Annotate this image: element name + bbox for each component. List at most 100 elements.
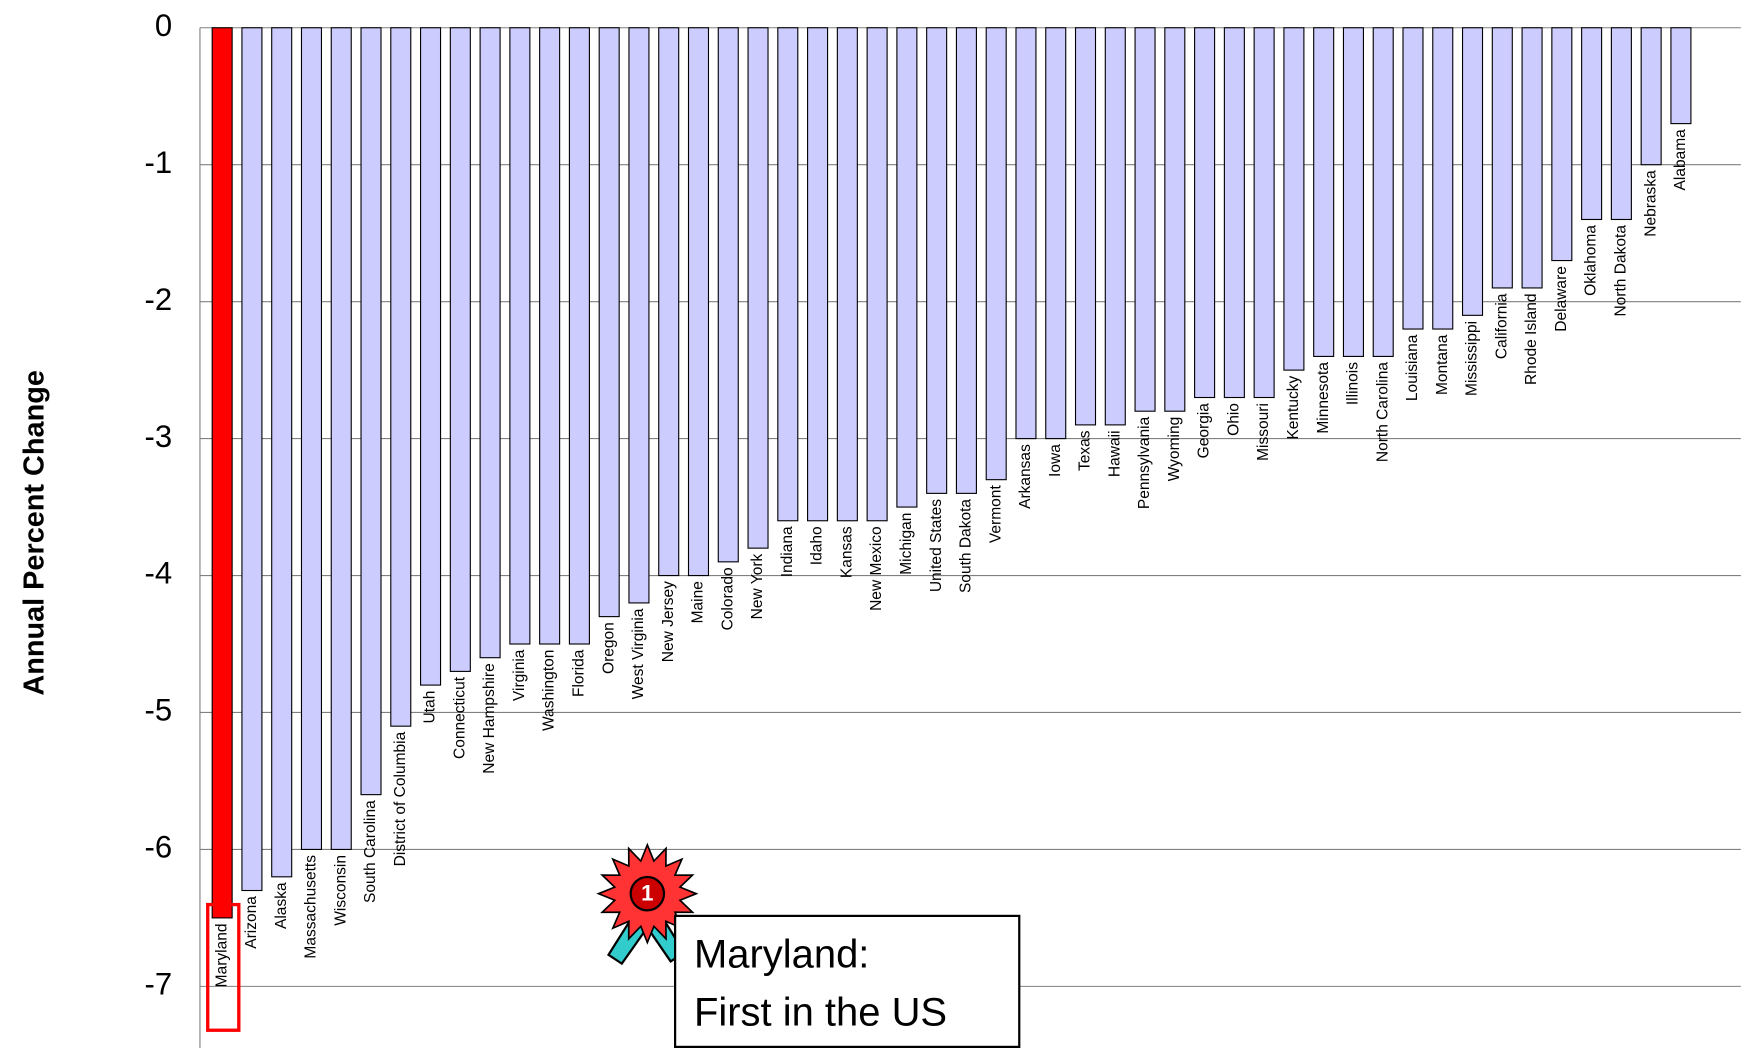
bar	[598, 27, 620, 618]
highlight-box	[206, 902, 241, 1032]
x-tick-label: Illinois	[1345, 362, 1362, 405]
y-tick-label: -2	[145, 282, 173, 317]
bar	[1342, 27, 1364, 357]
bar	[985, 27, 1007, 481]
x-tick-label: Nebraska	[1642, 170, 1659, 237]
x-tick-label: Oklahoma	[1583, 225, 1600, 296]
x-tick-label: Texas	[1077, 430, 1094, 471]
y-tick-label: -5	[145, 693, 173, 728]
bar	[1283, 27, 1305, 371]
bar	[1432, 27, 1454, 330]
bar	[1372, 27, 1394, 357]
x-tick-label: North Carolina	[1374, 362, 1391, 462]
x-tick-label: Kentucky	[1285, 375, 1302, 439]
bar	[241, 27, 263, 892]
bar	[1670, 27, 1692, 125]
plot: 0 -1 -2 -3 -4 -5 -6 -7 Maryland Arizona Alaska Mass…	[145, 8, 1741, 1048]
x-tick-label: Montana	[1434, 334, 1451, 395]
bar	[300, 27, 323, 850]
x-tick-label: New Hampshire	[481, 663, 498, 773]
x-tick-label: Colorado	[719, 567, 736, 630]
bar	[658, 27, 680, 577]
x-tick-label: Michigan	[898, 513, 915, 575]
x-tick-label: Georgia	[1196, 403, 1213, 459]
bar	[330, 27, 352, 850]
bar	[420, 27, 442, 686]
x-tick-label: Oregon	[600, 622, 617, 674]
x-tick-label: Idaho	[809, 526, 826, 565]
bar	[955, 27, 977, 494]
y-tick-label: -7	[145, 967, 173, 1002]
x-tick-label: Utah	[422, 691, 439, 724]
bar	[1581, 27, 1603, 221]
bar	[747, 27, 769, 549]
x-tick-label: Arkansas	[1017, 444, 1034, 509]
x-tick-label: Missouri	[1255, 403, 1272, 461]
annotation-line: First in the US	[694, 990, 947, 1034]
x-tick-label: Wyoming	[1166, 417, 1183, 482]
bar	[271, 27, 293, 878]
x-tick-label: California	[1493, 293, 1510, 359]
bar	[1491, 27, 1513, 289]
bar	[1521, 27, 1543, 289]
bar	[807, 27, 829, 522]
bar	[1045, 27, 1067, 440]
x-tick-label: Arizona	[243, 896, 260, 949]
x-tick-label: New Jersey	[660, 581, 677, 662]
x-tick-label: West Virginia	[630, 608, 647, 699]
bar	[479, 27, 501, 659]
y-tick-label: -3	[145, 419, 173, 454]
bar	[1223, 27, 1245, 399]
x-tick-label: District of Columbia	[392, 731, 409, 866]
bar	[568, 27, 590, 645]
x-tick-label: Maryland	[213, 923, 230, 987]
x-tick-label: South Dakota	[958, 499, 975, 593]
x-tick-label: North Dakota	[1612, 225, 1629, 317]
badge-number: 1	[641, 881, 653, 906]
bar	[360, 27, 382, 796]
x-tick-label: Florida	[571, 649, 588, 697]
y-tick-label: -1	[145, 145, 173, 180]
x-tick-label: Vermont	[987, 485, 1004, 544]
bar	[1074, 27, 1097, 426]
x-tick-label: Massachusetts	[303, 855, 320, 959]
y-tick-label: 0	[155, 8, 172, 43]
bar	[1551, 27, 1573, 262]
x-tick-label: Maine	[690, 581, 707, 623]
bar	[866, 27, 888, 522]
x-tick-label: United States	[928, 499, 945, 592]
bar	[717, 27, 739, 563]
x-tick-label: Louisiana	[1404, 334, 1421, 401]
bar	[896, 27, 918, 508]
x-tick-label: New York	[749, 553, 766, 619]
bar	[449, 27, 471, 672]
bar	[1253, 27, 1275, 399]
bar	[836, 27, 858, 522]
x-tick-label: Wisconsin	[332, 855, 349, 926]
y-tick-label: -6	[145, 830, 173, 865]
y-axis-label: Annual Percent Change	[18, 370, 50, 696]
bar	[1104, 27, 1126, 426]
bar	[1461, 27, 1484, 316]
x-tick-label: Mississippi	[1464, 321, 1481, 396]
bar	[539, 27, 561, 645]
bar	[1313, 27, 1335, 357]
x-tick-label: Pennsylvania	[1136, 416, 1153, 509]
x-tick-label: Hawaii	[1106, 430, 1123, 477]
annotation-box	[674, 914, 1021, 1048]
bar	[687, 27, 710, 577]
bar	[926, 27, 948, 494]
annotation-line: Maryland:	[694, 933, 869, 977]
bar	[1640, 27, 1662, 166]
bar	[390, 27, 412, 727]
x-tick-label: Minnesota	[1315, 362, 1332, 434]
x-tick-label: Virginia	[511, 649, 528, 701]
x-tick-label: Delaware	[1553, 266, 1570, 332]
x-tick-label: New Mexico	[868, 526, 885, 611]
x-tick-label: South Carolina	[362, 800, 379, 903]
bar	[1194, 27, 1216, 399]
x-tick-label: Ohio	[1225, 403, 1242, 436]
bar	[1164, 27, 1186, 412]
x-tick-label: Rhode Island	[1523, 294, 1540, 386]
bar	[1015, 27, 1037, 440]
